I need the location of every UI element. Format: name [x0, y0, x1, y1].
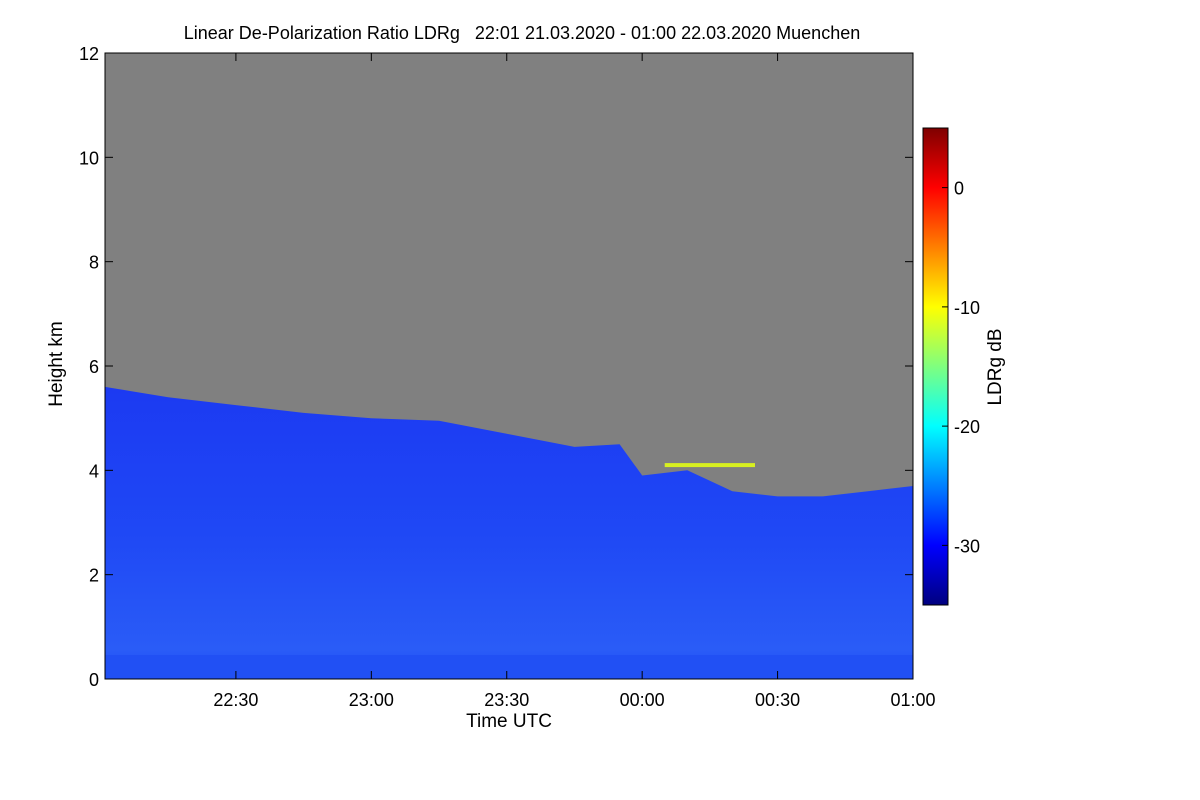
x-tick-label: 00:00 — [620, 690, 665, 710]
x-tick-label: 23:00 — [349, 690, 394, 710]
colorbar-scale — [922, 127, 949, 606]
colorbar-label: LDRg dB — [985, 328, 1006, 405]
colorbar-tick-label: -10 — [954, 298, 980, 318]
y-tick-label: 8 — [89, 253, 99, 273]
signal-region — [105, 386, 913, 679]
colorbar-tick-label: 0 — [954, 179, 964, 199]
x-tick-label: 23:30 — [484, 690, 529, 710]
x-tick-label: 01:00 — [890, 690, 935, 710]
colorbar-tick-label: -30 — [954, 536, 980, 556]
x-tick-label: 00:30 — [755, 690, 800, 710]
colorbar-tick-label: -20 — [954, 417, 980, 437]
surface-layer — [105, 655, 913, 679]
chart-title: Linear De-Polarization Ratio LDRg 22:01 … — [184, 23, 860, 43]
x-axis-label: Time UTC — [466, 711, 552, 732]
y-tick-label: 12 — [79, 44, 99, 64]
x-tick-label: 22:30 — [213, 690, 258, 710]
y-tick-label: 2 — [89, 566, 99, 586]
y-axis: 0 2 4 6 8 10 12 — [79, 44, 913, 690]
enhanced-ldr-layer — [664, 463, 755, 468]
y-tick-label: 4 — [89, 461, 99, 481]
x-axis: 22:30 23:00 23:30 00:00 00:30 01:00 — [213, 53, 936, 710]
y-tick-label: 6 — [89, 357, 99, 377]
y-tick-label: 10 — [79, 148, 99, 168]
y-axis-label: Height km — [46, 321, 67, 407]
y-tick-label: 0 — [89, 670, 99, 690]
colorbar: 0 -10 -20 -30 — [922, 127, 980, 606]
plot-area — [104, 52, 914, 680]
